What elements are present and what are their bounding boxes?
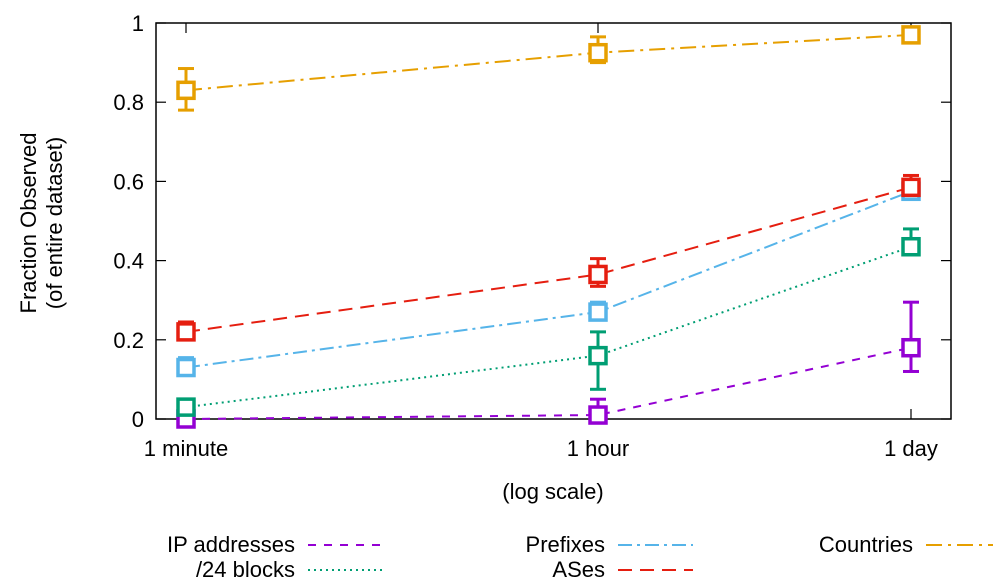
y-axis-title-line-2: (of entire dataset) [42,137,67,309]
x-axis-title: (log scale) [502,479,603,504]
data-point [588,345,608,366]
data-point [588,302,608,322]
data-point [588,405,608,425]
series-line [185,245,912,409]
plot-frame [155,22,952,420]
y-tick-label: 0.4 [113,249,144,274]
series-prefixes [176,181,921,378]
data-point [176,80,196,101]
y-tick-label: 0 [132,407,144,432]
y-tick-label: 1 [132,11,144,36]
legend-item: Prefixes [526,532,693,557]
legend-label: ASes [552,557,605,579]
legend-label: IP addresses [167,532,295,557]
series-line [185,346,912,420]
axes: 0 0.2 0.4 0.6 0.8 1 1 minute 1 hour 1 day (log sc… [16,11,952,504]
y-tick-label: 0.2 [113,328,144,353]
y-tick-label: 0.6 [113,169,144,194]
data-point [901,236,921,257]
data-point [901,177,921,198]
series-line [185,33,912,92]
legend-item: ASes [552,557,693,579]
series-ip-addresses [176,300,921,429]
data-point [176,357,196,378]
data-point [588,42,608,63]
x-tick-label: 1 hour [567,436,629,461]
series-layer [176,25,921,429]
series-countries [176,25,921,112]
data-point [176,322,196,342]
series-ases [176,173,921,342]
legend-item: Countries [819,532,993,557]
legend-item: IP addresses [167,532,383,557]
data-point [176,397,196,417]
legend-item: /24 blocks [196,557,383,579]
data-point [901,337,921,358]
data-point [588,264,608,285]
x-tick-label: 1 minute [144,436,228,461]
legend-label: Countries [819,532,913,557]
legend-label: /24 blocks [196,557,295,579]
series-line [185,186,912,333]
legend-label: Prefixes [526,532,605,557]
series--24-blocks [176,227,921,417]
y-axis-title: Fraction Observed (of entire dataset) [16,133,67,314]
x-tick-label: 1 day [884,436,938,461]
y-axis-title-line-1: Fraction Observed [16,133,41,314]
data-point [901,25,921,45]
y-tick-label: 0.8 [113,90,144,115]
